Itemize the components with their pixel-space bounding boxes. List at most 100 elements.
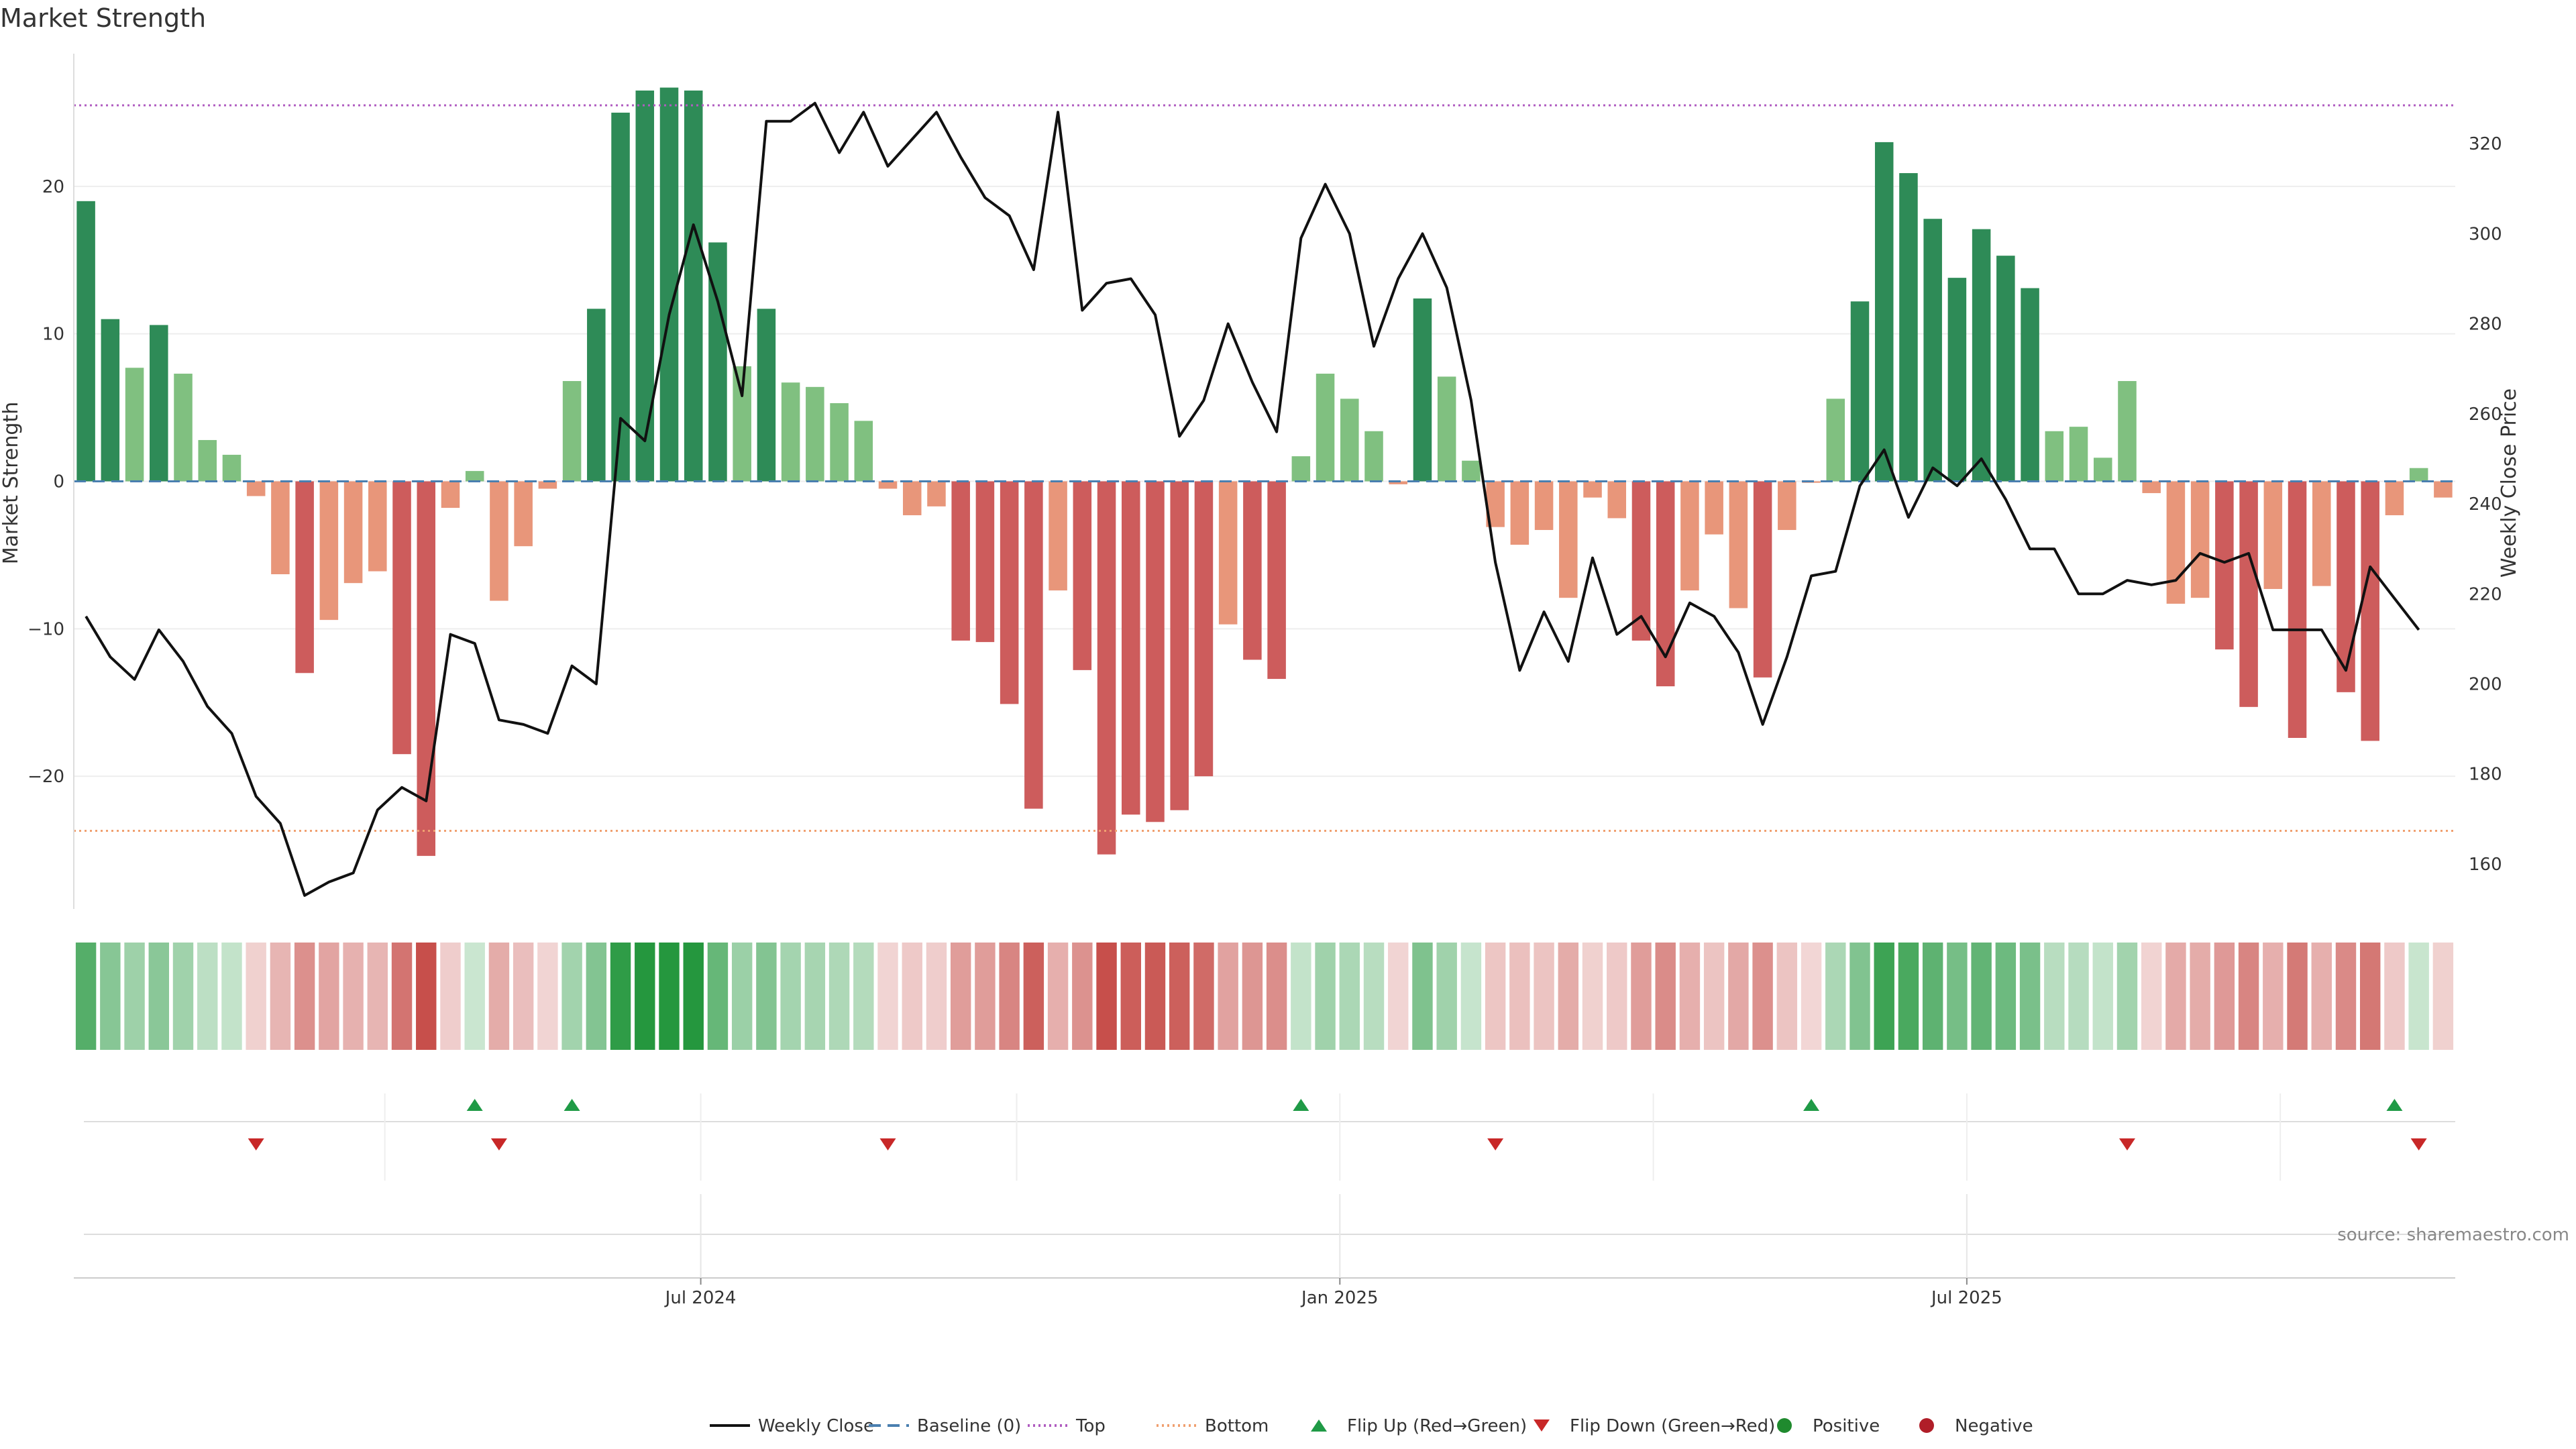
strength-bar bbox=[1656, 481, 1675, 687]
strength-bar bbox=[1413, 298, 1432, 482]
heat-cell bbox=[172, 943, 194, 1050]
heat-cell bbox=[683, 943, 704, 1050]
heat-cell bbox=[1120, 943, 1141, 1050]
strength-bar bbox=[854, 421, 873, 482]
x-tick-label: Jan 2025 bbox=[1300, 1288, 1379, 1308]
heat-cell bbox=[1776, 943, 1798, 1050]
heat-cell bbox=[391, 943, 413, 1050]
legend-weekly-close: Weekly Close bbox=[710, 1416, 874, 1436]
legend-label: Positive bbox=[1813, 1416, 1880, 1436]
heat-cell bbox=[1169, 943, 1190, 1050]
strength-bar bbox=[1073, 481, 1092, 670]
flip-down-marker bbox=[1487, 1138, 1504, 1150]
strength-bar bbox=[319, 481, 339, 621]
heat-cell bbox=[1266, 943, 1287, 1050]
price-line-layer bbox=[85, 101, 2420, 897]
heat-cell bbox=[1096, 943, 1117, 1050]
legend-label: Baseline (0) bbox=[917, 1416, 1021, 1436]
reference-lines bbox=[74, 104, 2455, 832]
heat-cell bbox=[926, 943, 947, 1050]
strength-bar bbox=[1923, 219, 1942, 482]
heat-cell bbox=[1631, 943, 1652, 1050]
heat-cell bbox=[1291, 943, 1311, 1050]
heat-cell bbox=[2408, 943, 2429, 1050]
heat-cell bbox=[464, 943, 485, 1050]
strength-bar bbox=[1389, 481, 1407, 484]
heat-cell bbox=[1193, 943, 1214, 1050]
heat-cell bbox=[2141, 943, 2162, 1050]
strength-bar bbox=[271, 481, 290, 574]
strength-bar bbox=[1462, 460, 1481, 482]
left-tick-label: 10 bbox=[42, 325, 64, 345]
heat-cell bbox=[1752, 943, 1773, 1050]
heat-cell bbox=[1971, 943, 1992, 1050]
heat-cell bbox=[1363, 943, 1385, 1050]
strength-bar bbox=[1510, 481, 1529, 545]
strength-bar bbox=[1316, 374, 1335, 482]
heat-cell bbox=[659, 943, 680, 1050]
strength-bar bbox=[806, 386, 824, 482]
strength-bar bbox=[1753, 481, 1772, 678]
heat-cell bbox=[488, 943, 510, 1050]
heat-cell bbox=[586, 943, 607, 1050]
x-tick-label: Jul 2024 bbox=[664, 1288, 737, 1308]
strength-bar bbox=[343, 481, 363, 584]
heat-cell bbox=[246, 943, 266, 1050]
heat-cell bbox=[2068, 943, 2089, 1050]
heat-cell bbox=[828, 943, 850, 1050]
heat-cell bbox=[561, 943, 582, 1050]
heat-cell bbox=[1849, 943, 1870, 1050]
strength-bar bbox=[101, 319, 120, 482]
x-tick-label: Jul 2025 bbox=[1930, 1288, 2002, 1308]
strength-bar bbox=[1899, 173, 1918, 482]
strength-bar bbox=[2337, 481, 2355, 692]
strength-bar bbox=[1996, 256, 2015, 482]
legend-label: Flip Up (Red→Green) bbox=[1347, 1416, 1527, 1436]
heat-cell bbox=[1679, 943, 1701, 1050]
strength-bar bbox=[902, 481, 922, 516]
heat-cell bbox=[1436, 943, 1457, 1050]
strength-bar bbox=[514, 481, 533, 547]
flip-down-marker bbox=[248, 1138, 264, 1150]
heat-cell bbox=[975, 943, 996, 1050]
heat-cell bbox=[2360, 943, 2381, 1050]
strength-bar bbox=[1170, 481, 1189, 810]
heat-cell bbox=[731, 943, 753, 1050]
legend-swatch bbox=[1919, 1418, 1934, 1433]
strength-bar bbox=[174, 374, 193, 482]
heat-cell bbox=[2044, 943, 2065, 1050]
heat-cell bbox=[100, 943, 121, 1050]
flip-up-marker bbox=[1293, 1099, 1309, 1111]
strength-bar bbox=[2166, 481, 2186, 604]
heat-cell bbox=[2092, 943, 2113, 1050]
legend-label: Top bbox=[1075, 1416, 1106, 1436]
left-tick-label: 20 bbox=[42, 177, 64, 197]
heat-cell bbox=[1072, 943, 1093, 1050]
strength-bar bbox=[1874, 142, 1894, 482]
heat-cell bbox=[1460, 943, 1482, 1050]
flip-up-marker bbox=[1803, 1099, 1820, 1111]
right-tick-label: 220 bbox=[2469, 584, 2502, 604]
heat-strip bbox=[75, 943, 2454, 1050]
heat-cell bbox=[1509, 943, 1530, 1050]
heat-cell bbox=[877, 943, 898, 1050]
left-tick-label: −20 bbox=[28, 767, 64, 787]
legend-label: Negative bbox=[1955, 1416, 2033, 1436]
heat-cell bbox=[1023, 943, 1044, 1050]
right-tick-label: 300 bbox=[2469, 224, 2502, 244]
strength-bar bbox=[1024, 481, 1043, 809]
heat-cell bbox=[902, 943, 922, 1050]
legend-label: Weekly Close bbox=[758, 1416, 874, 1436]
strength-bar bbox=[1631, 481, 1651, 641]
strength-bar bbox=[1559, 481, 1578, 598]
strength-bar bbox=[198, 439, 217, 482]
strength-bar bbox=[781, 382, 800, 482]
heat-cell bbox=[756, 943, 777, 1050]
heat-cell bbox=[1607, 943, 1627, 1050]
strength-bar bbox=[2215, 481, 2234, 650]
strength-bar bbox=[1122, 481, 1140, 815]
strength-bars bbox=[76, 87, 2453, 856]
flip-up-marker bbox=[564, 1099, 580, 1111]
strength-bar bbox=[2142, 481, 2161, 494]
strength-bar bbox=[2361, 481, 2379, 741]
